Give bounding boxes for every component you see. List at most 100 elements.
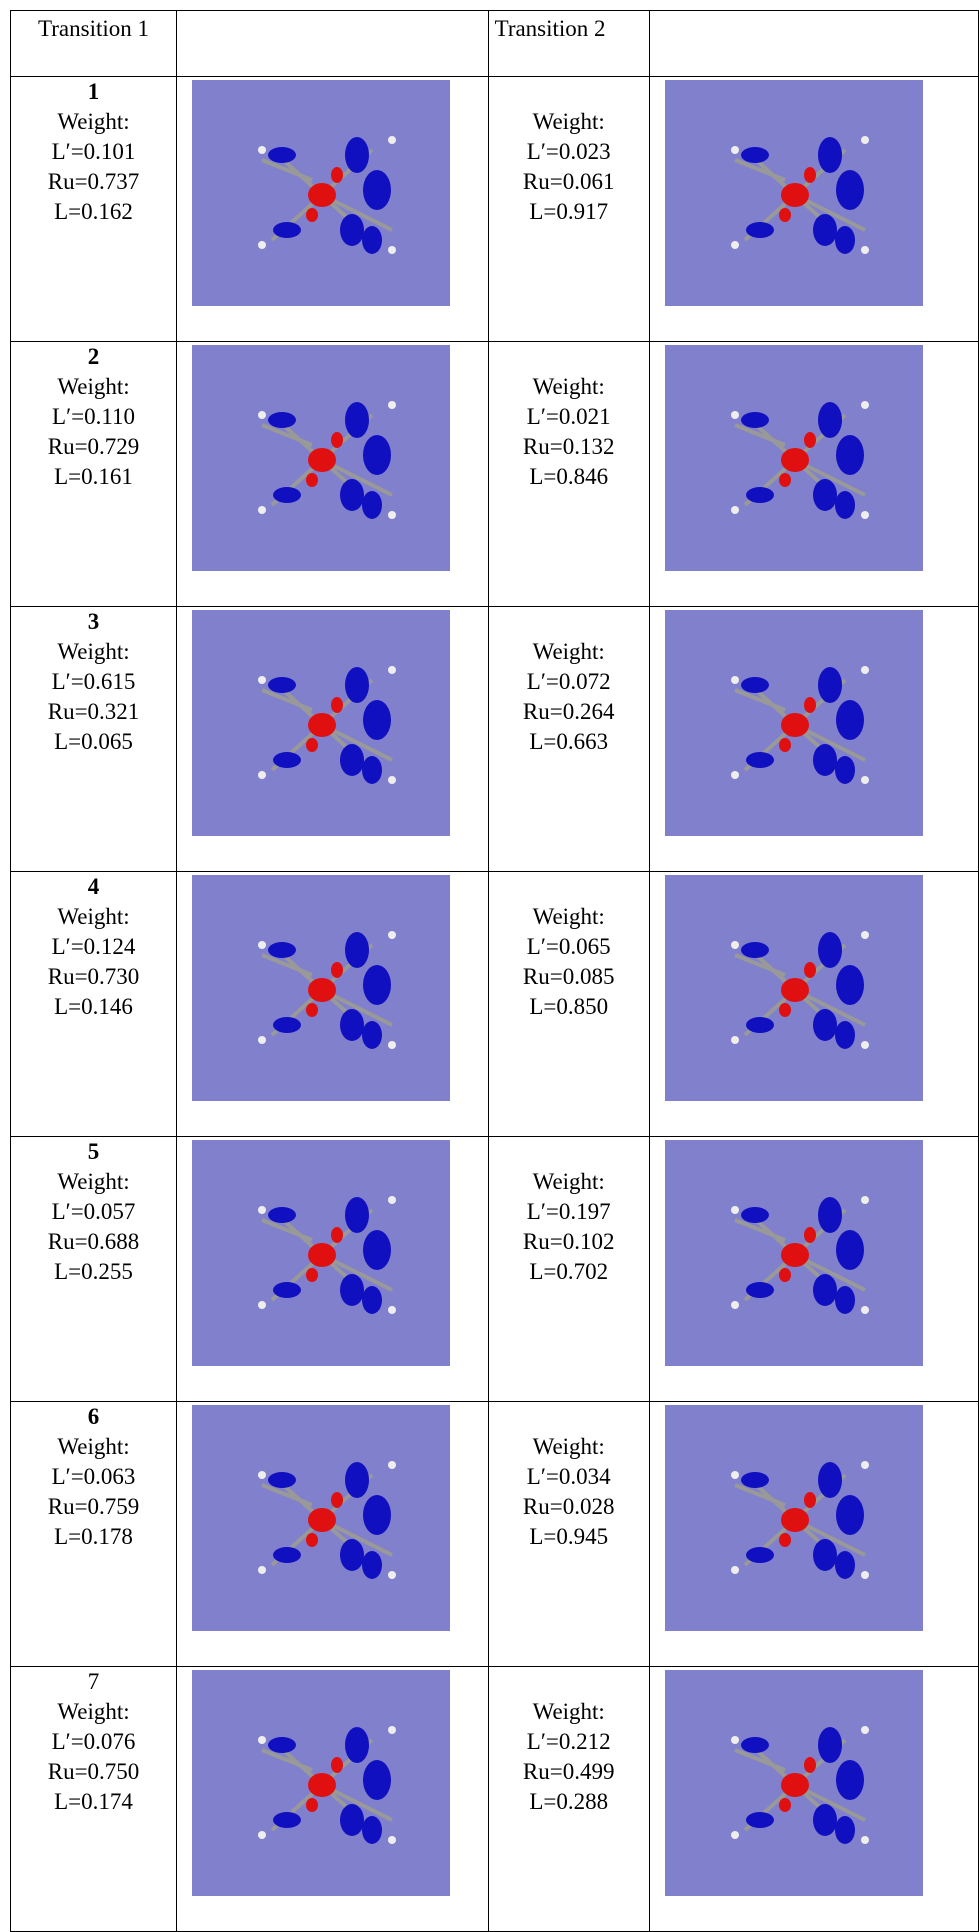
transition-number: 1 <box>11 77 176 107</box>
weight-text: L′=0.076 <box>11 1727 176 1757</box>
image-cell <box>177 342 489 607</box>
weight-text: Ru=0.264 <box>489 697 649 727</box>
weight-text: Ru=0.061 <box>489 167 649 197</box>
orbital-image <box>665 1405 923 1631</box>
header-cell: Transition 1 <box>11 11 177 77</box>
molecule <box>192 610 450 836</box>
image-cell <box>177 77 489 342</box>
weight-text: L=0.161 <box>11 462 176 492</box>
molecule <box>665 345 923 571</box>
molecule <box>192 345 450 571</box>
molecule <box>665 1670 923 1896</box>
molecule-drawing <box>258 931 396 1049</box>
weight-text: L=0.846 <box>489 462 649 492</box>
weight-text: L=0.663 <box>489 727 649 757</box>
weight-text: L=0.162 <box>11 197 176 227</box>
molecule <box>665 875 923 1101</box>
page: Transition 1 Transition 2 1Weight:L′=0.1… <box>0 0 979 1930</box>
molecule <box>192 1405 450 1631</box>
weight-text: L=0.065 <box>11 727 176 757</box>
molecule-drawing <box>258 136 396 254</box>
weight-text: L=0.702 <box>489 1257 649 1287</box>
weight-text: L=0.174 <box>11 1787 176 1817</box>
weight-text: L′=0.212 <box>489 1727 649 1757</box>
orbital-image <box>665 345 923 571</box>
molecule <box>192 80 450 306</box>
image-cell <box>177 607 489 872</box>
weight-text: Weight: <box>489 902 649 932</box>
weight-text: Weight: <box>11 372 176 402</box>
image-cell <box>649 1667 978 1932</box>
weight-text: L=0.850 <box>489 992 649 1022</box>
orbital-image <box>665 1140 923 1366</box>
molecule-drawing <box>258 401 396 519</box>
molecule-drawing <box>258 1196 396 1314</box>
weight-text: Ru=0.085 <box>489 962 649 992</box>
weight-text: Weight: <box>489 1167 649 1197</box>
weight-text: L=0.255 <box>11 1257 176 1287</box>
molecule-drawing <box>731 1196 869 1314</box>
orbital-image <box>192 1670 450 1896</box>
transition-number: 7 <box>11 1667 176 1697</box>
weight-text: L′=0.034 <box>489 1462 649 1492</box>
orbital-image <box>192 875 450 1101</box>
weight-text: L′=0.072 <box>489 667 649 697</box>
weight-text: Weight: <box>11 637 176 667</box>
weight-text: L′=0.615 <box>11 667 176 697</box>
image-cell <box>177 872 489 1137</box>
weight-text: L′=0.101 <box>11 137 176 167</box>
weight-text: Weight: <box>11 1432 176 1462</box>
header-cell <box>177 11 489 77</box>
weight-text: L=0.945 <box>489 1522 649 1552</box>
weight-text: Weight: <box>11 107 176 137</box>
image-cell <box>177 1402 489 1667</box>
orbital-image <box>665 610 923 836</box>
weight-text: Weight: <box>489 372 649 402</box>
weight-text: L′=0.124 <box>11 932 176 962</box>
transition-number: 2 <box>11 342 176 372</box>
weight-text: L′=0.065 <box>489 932 649 962</box>
weight-text: L=0.917 <box>489 197 649 227</box>
image-cell <box>177 1667 489 1932</box>
orbital-image <box>192 345 450 571</box>
weight-text: L′=0.197 <box>489 1197 649 1227</box>
molecule-drawing <box>731 1726 869 1844</box>
molecule-drawing <box>731 1461 869 1579</box>
molecule <box>192 1670 450 1896</box>
transition-number: 6 <box>11 1402 176 1432</box>
image-cell <box>177 1137 489 1402</box>
weight-text: Ru=0.730 <box>11 962 176 992</box>
weight-text: Ru=0.028 <box>489 1492 649 1522</box>
weight-text: Ru=0.102 <box>489 1227 649 1257</box>
weight-text: Ru=0.688 <box>11 1227 176 1257</box>
weight-text: Ru=0.321 <box>11 697 176 727</box>
transition-number: 5 <box>11 1137 176 1167</box>
orbital-image <box>665 875 923 1101</box>
transition-number: 4 <box>11 872 176 902</box>
molecule <box>192 1140 450 1366</box>
